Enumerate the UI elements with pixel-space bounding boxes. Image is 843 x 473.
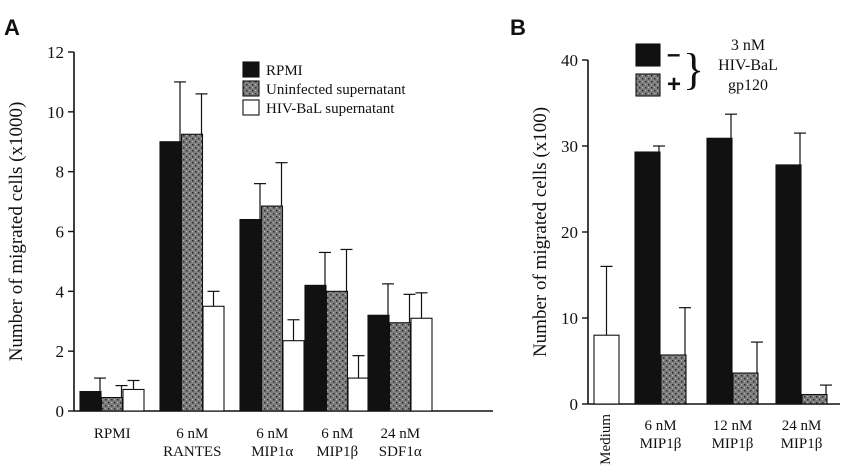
x-category-label: MIP1β <box>781 436 823 452</box>
x-category-label: 6 nM <box>644 418 676 434</box>
bar <box>260 205 284 412</box>
legend-label: + <box>667 71 681 98</box>
bar <box>100 396 124 412</box>
chart-panel-a: 0 2 4 6 8 10 12 Number of migrated cells (x1000… <box>6 43 493 460</box>
x-category-label: MIP1β <box>316 444 358 460</box>
y-tick-label: 12 <box>47 43 64 62</box>
y-tick-label: 6 <box>56 223 65 242</box>
x-category-label: 24 nM <box>380 426 420 442</box>
legend-title: 3 nM <box>731 37 765 54</box>
x-category-label: RANTES <box>163 444 221 460</box>
y-tick-label: 0 <box>570 395 579 414</box>
legend-label: – <box>667 41 680 68</box>
bar <box>304 284 327 412</box>
legend-swatch <box>635 43 661 67</box>
bar <box>410 317 433 412</box>
x-category-label: 24 nM <box>782 418 822 434</box>
y-tick-label: 40 <box>561 51 578 70</box>
y-tick-label: 0 <box>56 402 65 421</box>
bar <box>325 290 349 412</box>
bar <box>282 340 305 412</box>
legend-label: HIV-BaL supernatant <box>266 101 395 117</box>
legend-swatch <box>242 61 260 78</box>
legend-swatch <box>242 80 260 97</box>
x-category-label: MIP1β <box>640 436 682 452</box>
bar <box>239 218 262 412</box>
bar <box>706 137 733 405</box>
bar <box>775 164 802 405</box>
y-tick-label: 4 <box>56 282 65 301</box>
legend-label: RPMI <box>266 63 303 79</box>
legend-title: gp120 <box>728 77 768 94</box>
bar <box>202 305 225 412</box>
legend-swatch <box>635 73 661 97</box>
bar <box>347 377 370 412</box>
bar <box>801 393 828 405</box>
chart-panel-b: 0 10 20 30 40 Number of migrated cells (x100)… <box>530 37 840 465</box>
y-tick-label: 8 <box>56 163 65 182</box>
x-category-label: 6 nM <box>176 426 208 442</box>
y-tick-label: 10 <box>47 103 64 122</box>
x-category-label: SDF1α <box>379 444 422 460</box>
y-axis-title: Number of migrated cells (x1000) <box>6 102 27 362</box>
legend-brace: } <box>683 45 704 94</box>
y-tick-label: 20 <box>561 223 578 242</box>
bar <box>159 141 182 412</box>
bar <box>79 391 102 412</box>
x-category-label: MIP1α <box>251 444 293 460</box>
panel-a-label: A <box>4 15 20 40</box>
bar <box>367 314 390 412</box>
bar <box>660 354 687 405</box>
bar <box>732 372 759 405</box>
legend-swatch <box>242 99 260 116</box>
y-tick-label: 2 <box>56 342 65 361</box>
x-category-label: Medium <box>598 414 614 465</box>
bar <box>122 388 145 412</box>
bar <box>593 334 620 405</box>
panel-b-label: B <box>510 15 526 40</box>
bar <box>388 322 412 412</box>
x-category-label: RPMI <box>94 426 131 442</box>
legend-label: Uninfected supernatant <box>266 82 406 98</box>
legend-title: HIV-BaL <box>718 57 778 74</box>
x-category-label: 6 nM <box>256 426 288 442</box>
y-tick-label: 30 <box>561 137 578 156</box>
y-tick-label: 10 <box>561 309 578 328</box>
bar <box>180 133 204 412</box>
x-category-label: 6 nM <box>321 426 353 442</box>
bar <box>634 151 661 405</box>
y-axis-title: Number of migrated cells (x100) <box>530 107 551 357</box>
x-category-label: 12 nM <box>713 418 753 434</box>
x-category-label: MIP1β <box>712 436 754 452</box>
